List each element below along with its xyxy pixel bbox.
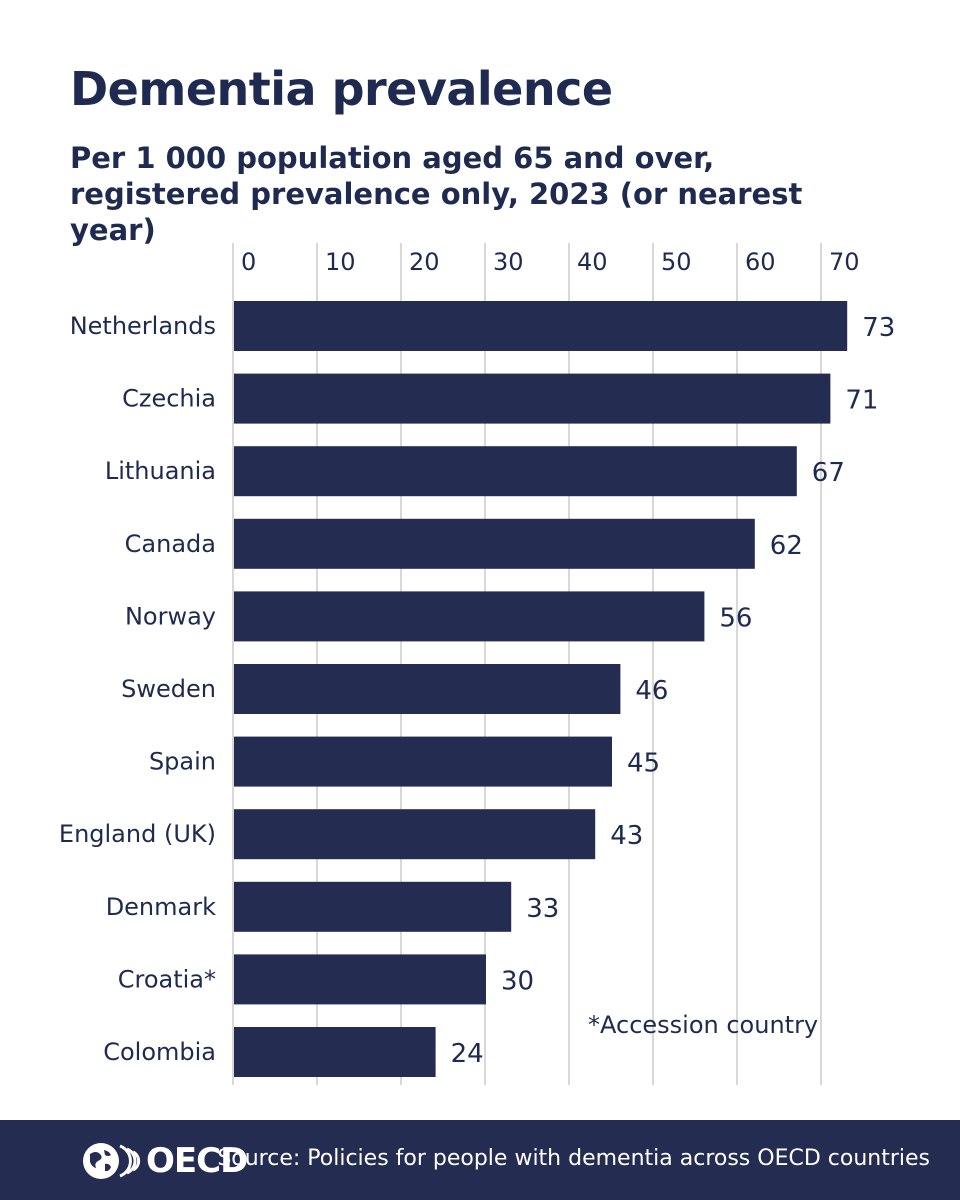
category-label: Canada <box>125 530 216 558</box>
category-label: Colombia <box>103 1038 216 1066</box>
bar <box>234 591 705 642</box>
category-label: Croatia* <box>118 965 216 993</box>
bar <box>234 518 755 569</box>
x-tick-label: 50 <box>661 248 692 276</box>
x-tick-label: 70 <box>829 248 860 276</box>
bar <box>234 736 612 787</box>
value-label: 62 <box>770 531 803 561</box>
category-label: Denmark <box>106 893 216 921</box>
value-label: 45 <box>627 749 660 779</box>
source-note: Source: Policies for people with dementi… <box>217 1146 930 1171</box>
bar <box>234 809 596 860</box>
category-label: Netherlands <box>70 312 216 340</box>
bar <box>234 664 621 714</box>
value-label: 24 <box>451 1039 484 1069</box>
value-label: 30 <box>501 966 534 996</box>
bar <box>234 881 512 932</box>
chart-title: Dementia prevalence <box>70 62 613 116</box>
bar <box>234 1027 436 1077</box>
category-label: Czechia <box>122 385 216 413</box>
bar <box>234 373 831 424</box>
x-tick-label: 0 <box>241 248 256 276</box>
value-labels: 73 71 67 62 56 46 45 43 33 30 24 <box>451 313 896 1069</box>
value-label: 73 <box>862 313 895 343</box>
footer-band: OECD Source: Policies for people with de… <box>0 1120 960 1200</box>
value-label: 46 <box>635 676 668 706</box>
category-label: Sweden <box>121 675 216 703</box>
x-tick-label: 60 <box>745 248 776 276</box>
category-labels: Netherlands Czechia Lithuania Canada Norway S… <box>59 312 216 1066</box>
logo-text: OECD <box>146 1141 248 1181</box>
accession-footnote: *Accession country <box>588 1011 819 1039</box>
category-label: Lithuania <box>105 457 216 485</box>
bar <box>234 301 848 351</box>
bar <box>234 954 486 1005</box>
x-tick-label: 30 <box>493 248 524 276</box>
x-axis-ticks: 0 10 20 30 40 50 60 70 <box>241 248 860 276</box>
chart-subtitle: Per 1 000 population aged 65 and over, r… <box>70 141 803 247</box>
x-tick-label: 40 <box>577 248 608 276</box>
oecd-logo[interactable]: OECD <box>80 1140 248 1182</box>
value-label: 71 <box>845 386 878 416</box>
category-label: Norway <box>125 602 216 630</box>
bars <box>234 301 848 1077</box>
category-label: Spain <box>149 748 216 776</box>
oecd-globe-icon <box>83 1143 141 1179</box>
x-tick-label: 10 <box>325 248 356 276</box>
value-label: 33 <box>526 894 559 924</box>
category-label: England (UK) <box>59 820 216 848</box>
value-label: 56 <box>719 603 752 633</box>
bar-chart: 0 10 20 30 40 50 60 70 Netherlands Czechia Lithua… <box>59 243 896 1085</box>
value-label: 67 <box>812 458 845 488</box>
x-tick-label: 20 <box>409 248 440 276</box>
bar <box>234 446 797 497</box>
value-label: 43 <box>610 821 643 851</box>
